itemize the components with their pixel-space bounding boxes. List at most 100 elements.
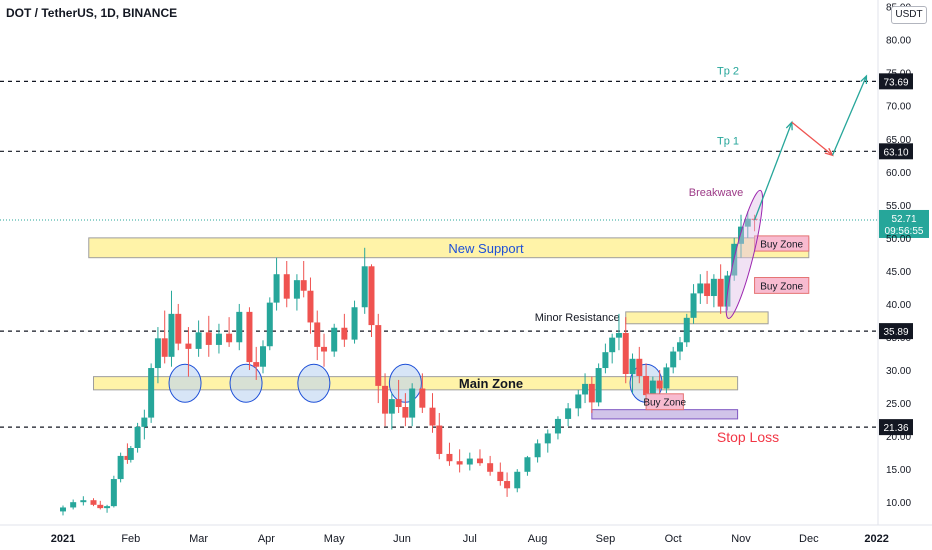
candle-body [429, 407, 436, 426]
candle-body [331, 327, 338, 352]
candle-body [395, 399, 402, 408]
currency-unit-button[interactable]: USDT [891, 6, 927, 24]
candle-body [514, 471, 521, 489]
projection-arrowhead [860, 74, 868, 84]
price-tick-label: 70.00 [886, 102, 911, 113]
candle-body [710, 278, 717, 297]
retest-circle [229, 363, 263, 403]
candle-body [704, 283, 711, 297]
candle-body [293, 280, 300, 299]
candle-body [195, 332, 202, 349]
candle-body [148, 368, 155, 418]
candle-body [90, 500, 97, 505]
candle-body [375, 325, 382, 386]
candle-body [697, 283, 704, 294]
zone-label: Minor Resistance [535, 312, 620, 324]
buy-zone-label: Buy Zone [643, 398, 686, 409]
candle-body [504, 481, 511, 489]
candle-body [361, 266, 368, 308]
zone-label: Main Zone [459, 376, 523, 391]
candle-body [314, 322, 321, 347]
candle-body [70, 502, 77, 508]
level-price-badge [879, 73, 913, 90]
level-annotation: Stop Loss [717, 429, 779, 445]
price-tick-label: 25.00 [886, 399, 911, 410]
candle-body [565, 408, 572, 419]
breakwave-ellipse [725, 189, 764, 319]
price-tick-label: 55.00 [886, 201, 911, 212]
candle-body [266, 302, 273, 347]
price-tick-label: 45.00 [886, 267, 911, 278]
candle-body [419, 388, 426, 408]
candle-body [524, 457, 531, 472]
candle-body [738, 226, 744, 244]
time-tick-label: Apr [258, 533, 275, 545]
time-tick-label: Oct [665, 533, 682, 545]
price-tick-label: 80.00 [886, 36, 911, 47]
candle-body [615, 333, 622, 338]
time-tick-label: 2021 [51, 533, 75, 545]
zone-label: New Support [448, 241, 524, 256]
candle-body [134, 426, 141, 448]
time-axis[interactable]: 2021 Feb Mar Apr May Jun Jul Aug Sep Oct Nov Dec 202… [51, 533, 889, 545]
candle-body [260, 346, 267, 367]
level-annotation: Tp 1 [717, 135, 739, 147]
retest-circle [168, 363, 202, 403]
candle-body [124, 455, 131, 460]
buy-zone-box [645, 393, 684, 411]
buy-zone-box [754, 277, 810, 294]
buy-zone-label: Buy Zone [760, 239, 803, 250]
level-price-label: 35.89 [883, 327, 908, 338]
candle-body [168, 313, 175, 357]
bar-countdown-label: 09:56:55 [885, 226, 924, 237]
level-price-label: 73.69 [883, 77, 908, 88]
candle-body [676, 342, 683, 352]
candle-body [717, 278, 724, 307]
candle-body [110, 479, 117, 507]
level-price-badge [879, 323, 913, 340]
candle-body [141, 417, 148, 427]
time-tick-label: Aug [528, 533, 548, 545]
last-price-badge [879, 209, 929, 238]
stop-zone [591, 409, 739, 420]
candle-body [534, 443, 541, 458]
price-tick-label: 35.00 [886, 333, 911, 344]
candle-body [175, 313, 182, 344]
candle-body [436, 425, 443, 454]
candle-body [636, 358, 643, 376]
price-tick-label: 20.00 [886, 432, 911, 443]
candle-body [582, 383, 589, 395]
candle-body [117, 455, 124, 480]
price-tick-label: 65.00 [886, 135, 911, 146]
level-price-label: 63.10 [883, 147, 908, 158]
projection-segment [791, 121, 833, 156]
projection-segment [831, 75, 868, 156]
candle-body [629, 358, 636, 374]
zone-box [625, 311, 769, 325]
candle-body [97, 504, 104, 509]
price-tick-label: 30.00 [886, 366, 911, 377]
time-tick-label: Sep [596, 533, 616, 545]
candle-body [80, 500, 87, 503]
candle-body [595, 368, 602, 403]
candle-body [226, 333, 233, 343]
candle-body [402, 407, 409, 418]
candle-body [341, 327, 348, 340]
candle-body [283, 274, 290, 299]
retest-circle [297, 363, 331, 403]
time-tick-label: May [324, 533, 345, 545]
candle-body [300, 280, 307, 291]
candle-body [382, 385, 389, 414]
candle-body [409, 388, 416, 418]
candle-body [588, 383, 595, 403]
level-price-label: 21.36 [883, 423, 908, 434]
price-tick-label: 60.00 [886, 168, 911, 179]
time-tick-label: Dec [799, 533, 819, 545]
candle-body [205, 332, 212, 345]
candle-body [60, 507, 66, 512]
buy-zone-box [754, 235, 810, 252]
candle-body [446, 453, 453, 462]
candle-body [670, 351, 677, 368]
price-axis[interactable]: 10.00 15.00 20.00 25.00 30.00 35.00 40.00 45.00… [886, 3, 911, 510]
